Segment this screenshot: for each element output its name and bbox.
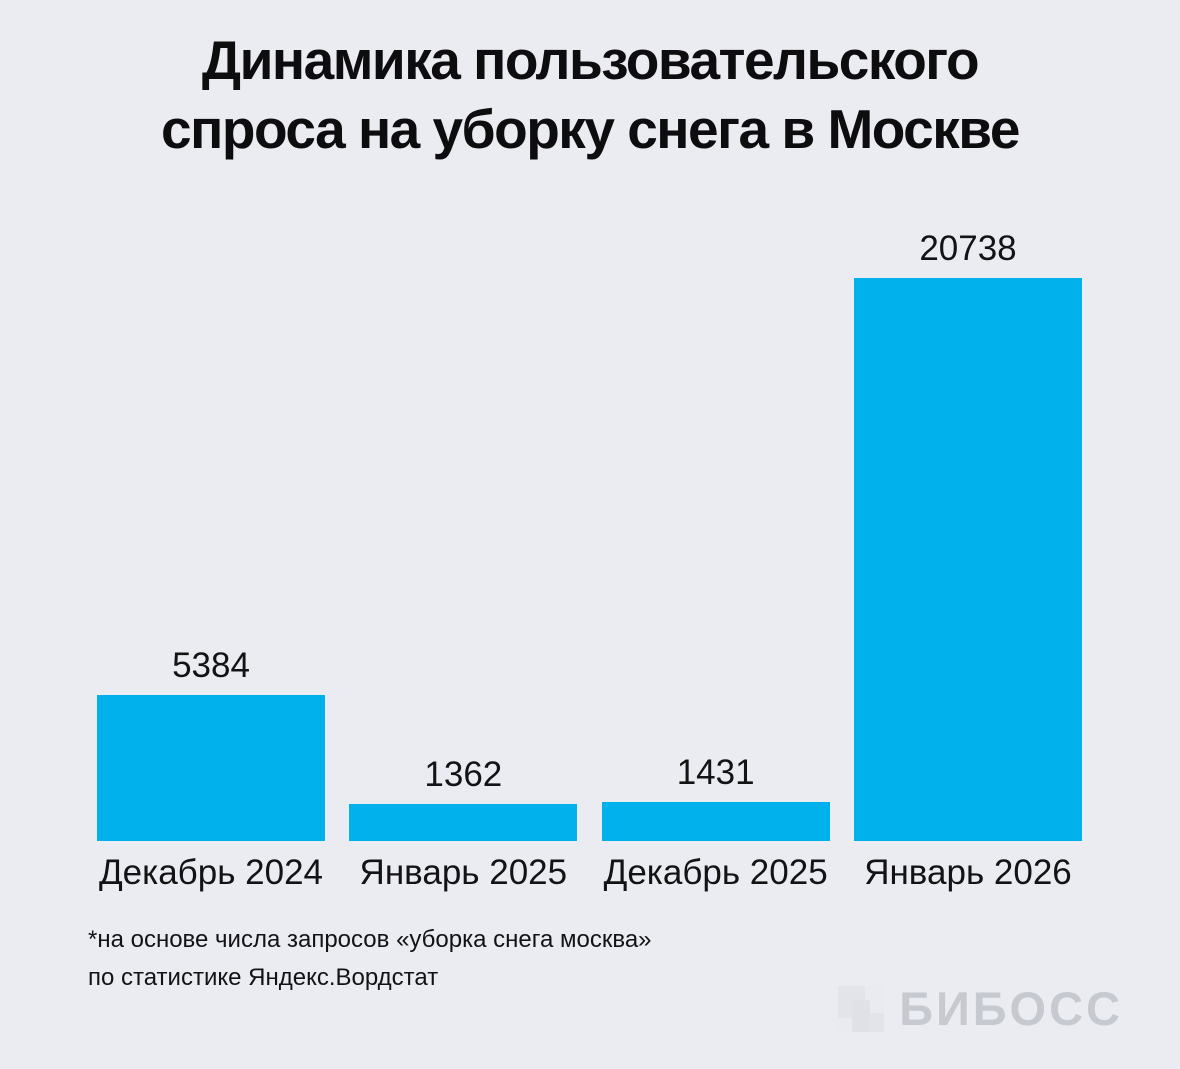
category-label: Январь 2026 — [864, 853, 1072, 892]
biboss-square-icon — [838, 985, 885, 1032]
category-label: Декабрь 2024 — [98, 853, 324, 892]
biboss-logo-text: БИБОСС — [899, 982, 1123, 1035]
chart-title: Динамика пользовательского спроса на убор… — [0, 26, 1180, 164]
footnote: *на основе числа запросов «уборка снега … — [88, 921, 652, 997]
footnote-line-2: по статистике Яндекс.Вордстат — [88, 964, 439, 991]
bar — [601, 802, 830, 841]
category-label: Январь 2025 — [359, 853, 568, 892]
bar — [349, 804, 578, 841]
footnote-line-1: *на основе числа запросов «уборка снега … — [88, 926, 652, 953]
bar-value-label: 5384 — [172, 646, 250, 685]
bar-column: 20738 — [853, 229, 1082, 841]
biboss-logo: БИБОСС — [838, 981, 1123, 1036]
category-label: Декабрь 2025 — [603, 853, 828, 892]
bar — [853, 278, 1082, 841]
bar — [97, 695, 325, 841]
chart-title-line-2: спроса на уборку снега в Москве — [161, 98, 1020, 160]
bar-chart: 5384 1362 1431 20738 — [97, 229, 1082, 841]
chart-title-line-1: Динамика пользовательского — [201, 29, 980, 91]
bar-value-label: 1362 — [424, 755, 503, 794]
category-labels: Декабрь 2024 Январь 2025 Декабрь 2025 Январ… — [97, 853, 1082, 893]
bar-column: 1362 — [349, 755, 578, 841]
bar-value-label: 20738 — [919, 229, 1017, 268]
bar-column: 1431 — [601, 753, 830, 841]
bar-column: 5384 — [97, 646, 325, 841]
bar-value-label: 1431 — [676, 753, 755, 792]
